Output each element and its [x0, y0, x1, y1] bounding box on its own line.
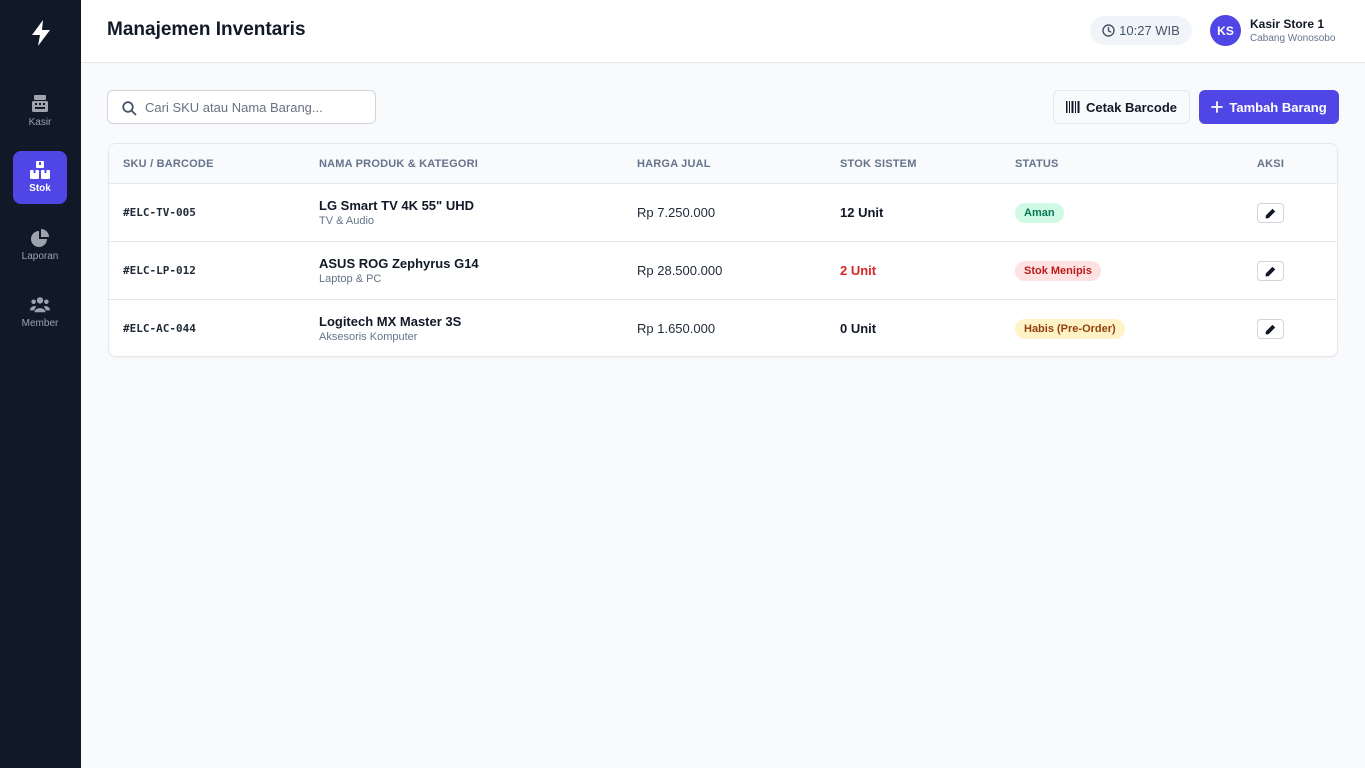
column-header-action: Aksi [1257, 158, 1285, 170]
product-category: TV & Audio [319, 215, 375, 227]
product-name: Logitech MX Master 3S [319, 314, 462, 329]
table-row: #ELC-TV-005 LG Smart TV 4K 55" UHD TV & … [109, 184, 1337, 242]
clock-time: 10:27 WIB [1119, 23, 1180, 38]
edit-button[interactable] [1257, 203, 1284, 223]
product-name: LG Smart TV 4K 55" UHD [319, 198, 474, 213]
table-row: #ELC-AC-044 Logitech MX Master 3S Akseso… [109, 300, 1337, 356]
sidebar-item-member[interactable]: Member [13, 286, 67, 339]
sidebar-item-label: Kasir [28, 116, 52, 128]
price-cell: Rp 7.250.000 [637, 205, 716, 220]
sidebar-item-kasir[interactable]: Kasir [13, 85, 67, 138]
column-header-status: Status [1015, 158, 1059, 170]
price-cell: Rp 1.650.000 [637, 321, 716, 336]
inventory-table: SKU / Barcode Nama Produk & Kategori Har… [108, 143, 1338, 357]
search-icon [122, 101, 137, 116]
column-header-name: Nama Produk & Kategori [319, 158, 479, 170]
add-item-label: Tambah Barang [1229, 99, 1327, 115]
page-title: Manajemen Inventaris [107, 19, 306, 40]
sku-cell: #ELC-LP-012 [123, 264, 196, 277]
pencil-icon [1265, 324, 1276, 334]
user-branch: Cabang Wonosobo [1250, 33, 1336, 44]
stock-cell: 0 Unit [840, 321, 877, 336]
plus-icon [1211, 101, 1224, 113]
column-header-price: Harga Jual [637, 158, 711, 170]
users-icon [30, 296, 50, 314]
search-input[interactable] [145, 92, 370, 122]
column-header-sku: SKU / Barcode [123, 158, 214, 170]
column-header-stock: Stok Sistem [840, 158, 917, 170]
cash-register-icon [30, 95, 50, 113]
stock-cell: 12 Unit [840, 205, 884, 220]
sidebar: Kasir Stok Laporan Member [0, 0, 81, 768]
barcode-icon [1065, 101, 1080, 113]
edit-button[interactable] [1257, 261, 1284, 281]
table-row: #ELC-LP-012 ASUS ROG Zephyrus G14 Laptop… [109, 242, 1337, 300]
sidebar-item-laporan[interactable]: Laporan [13, 219, 67, 272]
stock-cell: 2 Unit [840, 263, 877, 278]
status-badge: Aman [1015, 203, 1064, 223]
avatar[interactable]: KS [1210, 15, 1241, 46]
app-logo[interactable] [0, 16, 81, 50]
sku-cell: #ELC-AC-044 [123, 322, 196, 335]
sidebar-item-label: Member [21, 317, 59, 329]
clock-chip: 10:27 WIB [1090, 16, 1192, 45]
user-name: Kasir Store 1 [1250, 17, 1325, 31]
edit-button[interactable] [1257, 319, 1284, 339]
lightning-icon [31, 20, 50, 46]
sku-cell: #ELC-TV-005 [123, 206, 196, 219]
boxes-icon [30, 160, 50, 179]
product-name: ASUS ROG Zephyrus G14 [319, 256, 479, 271]
top-header: Manajemen Inventaris 10:27 WIB KS Kasir … [81, 0, 1365, 63]
product-category: Laptop & PC [319, 273, 382, 285]
search-box [107, 90, 376, 124]
product-category: Aksesoris Komputer [319, 331, 418, 343]
table-header: SKU / Barcode Nama Produk & Kategori Har… [109, 144, 1337, 184]
print-barcode-button[interactable]: Cetak Barcode [1053, 90, 1190, 124]
pie-chart-icon [30, 228, 50, 247]
sidebar-item-label: Stok [29, 182, 51, 194]
print-barcode-label: Cetak Barcode [1085, 99, 1178, 115]
pencil-icon [1265, 208, 1276, 218]
status-badge: Stok Menipis [1015, 261, 1101, 281]
add-item-button[interactable]: Tambah Barang [1199, 90, 1339, 124]
sidebar-item-label: Laporan [21, 250, 59, 262]
status-badge: Habis (Pre-Order) [1015, 319, 1125, 339]
price-cell: Rp 28.500.000 [637, 263, 723, 278]
clock-icon [1102, 24, 1115, 37]
pencil-icon [1265, 266, 1276, 276]
sidebar-item-stok[interactable]: Stok [13, 151, 67, 204]
